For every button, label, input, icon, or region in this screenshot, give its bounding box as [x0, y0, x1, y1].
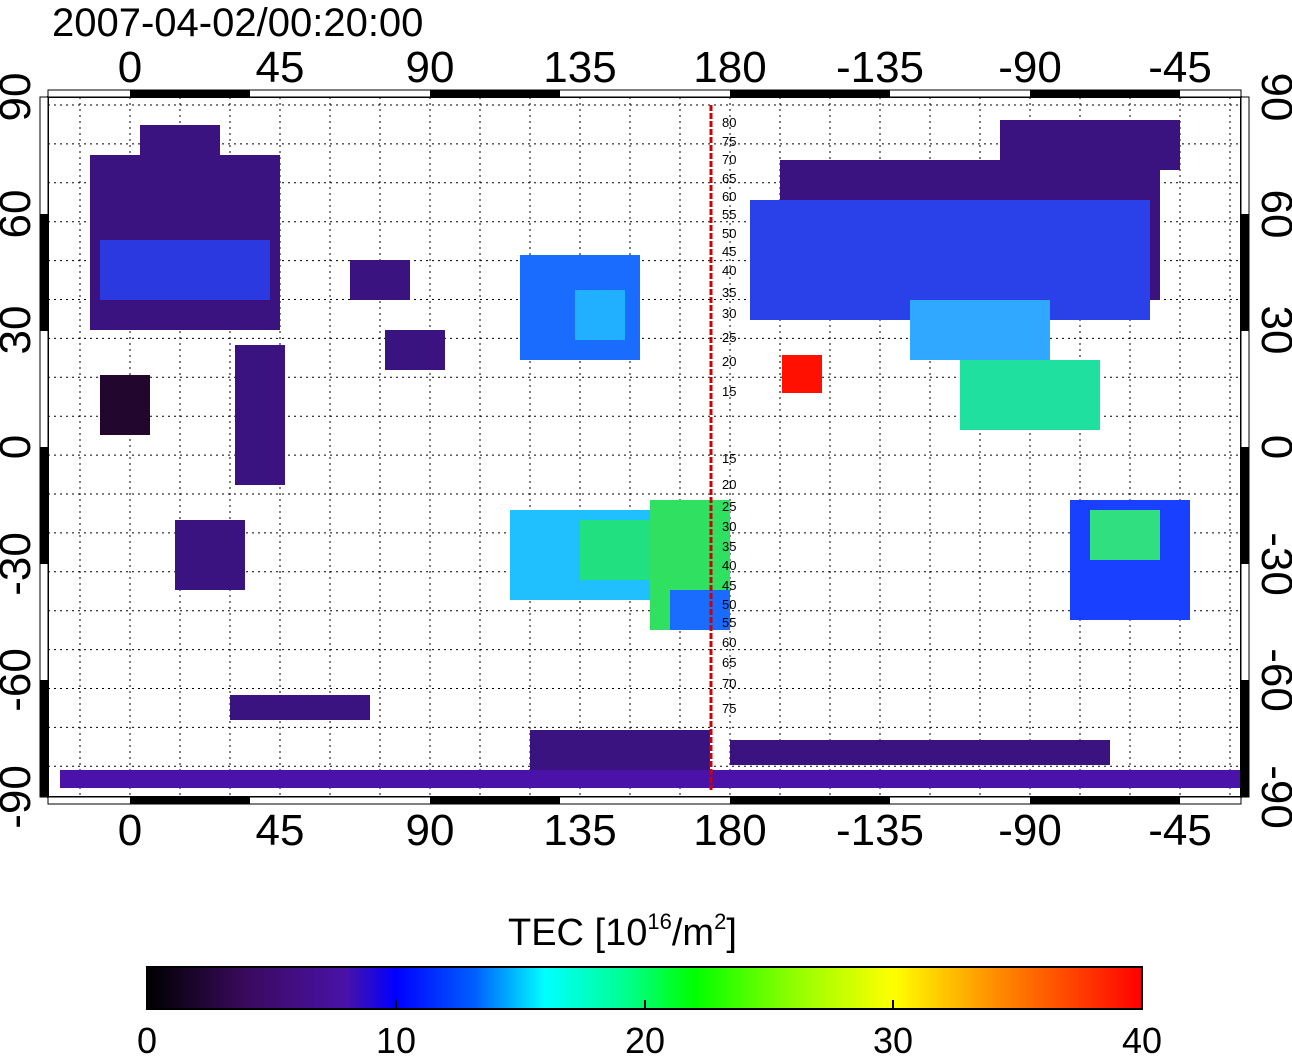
- geomag-lat-label: 40: [722, 558, 736, 573]
- colorbar-tick-label: 30: [873, 1020, 913, 1057]
- geomag-lat-label: 55: [722, 615, 736, 630]
- map-title: 2007-04-02/00:20:00: [52, 1, 423, 45]
- y-tick-label-right: -30: [1252, 532, 1292, 596]
- y-tick-label-right: 30: [1252, 306, 1292, 355]
- geomag-lat-label: 80: [722, 115, 736, 130]
- tec-region-sa-green: [1090, 510, 1160, 560]
- x-tick-label-top: 180: [693, 43, 766, 92]
- geomag-lat-label: 70: [722, 676, 736, 691]
- geomag-lat-label: 75: [722, 134, 736, 149]
- x-tick-label-bottom: 45: [256, 806, 305, 855]
- x-tick-label-bottom: 180: [693, 806, 766, 855]
- tec-region-central-america: [960, 360, 1100, 430]
- tec-region-japan-cyan: [575, 290, 625, 340]
- y-tick-label-left: 60: [0, 190, 40, 239]
- colorbar-tick-label: 40: [1122, 1020, 1162, 1057]
- geomag-lat-label: 50: [722, 597, 736, 612]
- tec-region-antarctica-4: [230, 695, 370, 720]
- y-tick-label-right: -90: [1252, 765, 1292, 829]
- colorbar-tick-label: 10: [376, 1020, 416, 1057]
- x-tick-label-top: -135: [836, 43, 924, 92]
- tec-data-layer: [60, 120, 1240, 788]
- frame-tick-bars: [39, 89, 1250, 805]
- colorbar-tick-label: 0: [137, 1020, 157, 1057]
- x-tick-label-top: 0: [118, 43, 142, 92]
- tec-region-na-cyan: [910, 300, 1050, 360]
- y-tick-label-left: -60: [0, 648, 40, 712]
- x-tick-label-bottom: 135: [543, 806, 616, 855]
- tec-region-west-africa: [100, 375, 150, 435]
- tec-region-australia-green: [580, 520, 650, 580]
- geomag-lat-label: 30: [722, 519, 736, 534]
- y-tick-label-right: 0: [1252, 435, 1292, 459]
- y-tick-label-left: 30: [0, 306, 40, 355]
- y-tick-label-left: 0: [0, 435, 40, 459]
- geomag-lat-label: 70: [722, 152, 736, 167]
- x-tick-label-top: 90: [406, 43, 455, 92]
- x-axis-top: 0 45 90 135 180 -135 -90 -45: [118, 43, 1212, 92]
- tec-region-antarctica-2: [530, 730, 710, 770]
- x-tick-label-bottom: -45: [1148, 806, 1212, 855]
- x-tick-label-top: 45: [256, 43, 305, 92]
- geomag-lat-label: 45: [722, 244, 736, 259]
- tec-region-greenland: [1000, 120, 1180, 170]
- colorbar-ticks: 0 10 20 30 40: [137, 1000, 1162, 1057]
- geomag-lat-label: 35: [722, 539, 736, 554]
- x-tick-label-top: -90: [998, 43, 1062, 92]
- geomag-lat-label: 25: [722, 330, 736, 345]
- y-tick-label-right: 60: [1252, 190, 1292, 239]
- geomag-lat-label: 15: [722, 384, 736, 399]
- tec-region-nz-blue: [670, 590, 730, 630]
- geomag-lat-label: 40: [722, 263, 736, 278]
- geomag-lat-label: 15: [722, 451, 736, 466]
- colorbar-tick-label: 20: [625, 1020, 665, 1057]
- x-tick-label-bottom: 0: [118, 806, 142, 855]
- x-tick-label-top: -45: [1148, 43, 1212, 92]
- geomag-lat-label: 30: [722, 306, 736, 321]
- geomag-lat-label: 75: [722, 701, 736, 716]
- y-tick-label-left: -30: [0, 532, 40, 596]
- geomag-lat-label: 20: [722, 477, 736, 492]
- tec-region-europe-north: [140, 125, 220, 165]
- y-axis-left: 90 60 30 0 -30 -60 -90: [0, 73, 40, 829]
- geomag-lat-label: 60: [722, 635, 736, 650]
- x-tick-label-top: 135: [543, 43, 616, 92]
- geomag-lat-label: 60: [722, 189, 736, 204]
- tec-region-east-africa: [235, 345, 285, 485]
- x-axis-bottom: 0 45 90 135 180 -135 -90 -45: [118, 806, 1212, 855]
- geomag-lat-label: 35: [722, 285, 736, 300]
- y-tick-label-right: -60: [1252, 648, 1292, 712]
- y-axis-right: 90 60 30 0 -30 -60 -90: [1252, 73, 1292, 829]
- tec-region-antarctica: [60, 770, 1240, 788]
- geomag-lat-label: 20: [722, 354, 736, 369]
- x-tick-label-bottom: -90: [998, 806, 1062, 855]
- geomag-lat-label: 45: [722, 578, 736, 593]
- tec-region-central-asia: [350, 260, 410, 300]
- tec-region-hawaii: [782, 355, 822, 393]
- x-tick-label-bottom: -135: [836, 806, 924, 855]
- geomagnetic-lat-labels-north: 80 75 70 65 60 55 50 45 40 35 30 25 20 15: [722, 115, 736, 399]
- y-tick-label-left: -90: [0, 765, 40, 829]
- tec-region-south-africa: [175, 520, 245, 590]
- colorbar-label: TEC [1016/m2]: [508, 909, 737, 954]
- y-tick-label-right: 90: [1252, 73, 1292, 122]
- geomag-lat-label: 65: [722, 655, 736, 670]
- geomagnetic-lat-labels-south: 15 20 25 30 35 40 45 50 55 60 65 70 75: [722, 451, 736, 716]
- geomag-lat-label: 65: [722, 171, 736, 186]
- geomag-lat-label: 55: [722, 207, 736, 222]
- tec-region-antarctica-3: [730, 740, 1110, 765]
- y-tick-label-left: 90: [0, 73, 40, 122]
- geomag-lat-label: 25: [722, 499, 736, 514]
- tec-region-india: [385, 330, 445, 370]
- x-tick-label-bottom: 90: [406, 806, 455, 855]
- tec-region-europe-blue: [100, 240, 270, 300]
- geomag-lat-label: 50: [722, 226, 736, 241]
